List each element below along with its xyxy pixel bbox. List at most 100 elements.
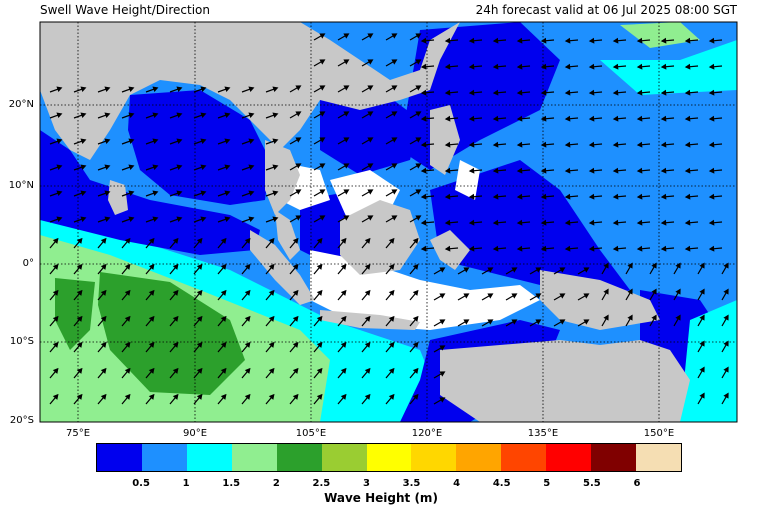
- swell-arrow: [564, 37, 579, 44]
- colorbar-swatch: [411, 444, 457, 471]
- swell-arrow: [564, 115, 579, 122]
- swell-arrow: [444, 193, 459, 200]
- land-asia-mainland: [40, 22, 460, 160]
- swell-arrow: [337, 59, 350, 67]
- swell-arrow: [649, 288, 657, 301]
- swell-arrow: [145, 237, 155, 249]
- swell-arrow: [337, 137, 350, 145]
- swell-arrow: [49, 393, 59, 405]
- swell-arrow: [721, 366, 729, 379]
- swell-arrow: [444, 115, 459, 122]
- swell-arrow: [636, 37, 651, 44]
- swell-arrow: [708, 37, 723, 44]
- swell-arrow: [481, 267, 494, 275]
- swell-arrow: [265, 216, 279, 223]
- swell-arrow: [217, 341, 227, 353]
- swell-arrow: [169, 190, 183, 197]
- y-tick-label: 20°S: [9, 415, 34, 426]
- swell-arrow: [564, 141, 579, 148]
- swell-arrow: [121, 263, 131, 275]
- swell-arrow: [505, 293, 518, 301]
- swell-arrow: [73, 216, 87, 223]
- swell-arrow: [601, 262, 609, 275]
- swell-arrow: [577, 293, 590, 301]
- swell-arrow: [529, 319, 542, 327]
- swell-arrow: [660, 193, 675, 200]
- swell-arrow: [492, 219, 507, 226]
- colorbar-tick-label: 4: [453, 478, 461, 489]
- swell-arrow: [73, 263, 83, 275]
- swell-arrow: [121, 315, 131, 327]
- swell-arrow: [241, 86, 255, 93]
- swell-arrow: [612, 89, 627, 96]
- swell-arrow: [337, 289, 347, 301]
- swell-arrow: [625, 262, 633, 275]
- swell-arrow: [660, 37, 675, 44]
- swell-arrow: [505, 267, 518, 275]
- swell-arrow: [468, 89, 483, 96]
- swell-arrow: [553, 293, 566, 301]
- swell-arrow: [540, 37, 555, 44]
- swell-arrow: [49, 164, 63, 171]
- colorbar-swatch: [186, 444, 232, 471]
- swell-arrow: [625, 314, 633, 327]
- wave-map: [39, 21, 738, 423]
- swell-arrow: [516, 167, 531, 174]
- swell-arrow: [265, 138, 279, 145]
- swell-arrow: [588, 167, 603, 174]
- swell-arrow: [241, 164, 255, 171]
- swell-arrow: [217, 237, 227, 249]
- swell-zone-cyan-north: [600, 40, 737, 95]
- swell-arrow: [337, 163, 350, 171]
- swell-arrow: [385, 111, 398, 119]
- swell-arrow: [516, 89, 531, 96]
- swell-arrow: [241, 237, 251, 249]
- swell-arrow: [193, 138, 207, 145]
- swell-arrow: [481, 319, 494, 327]
- swell-arrow: [636, 89, 651, 96]
- swell-arrow: [217, 112, 231, 119]
- swell-arrow: [660, 245, 675, 252]
- swell-arrow: [468, 141, 483, 148]
- swell-arrow: [193, 367, 203, 379]
- swell-arrow: [673, 288, 681, 301]
- swell-arrow: [145, 367, 155, 379]
- swell-arrow: [217, 190, 231, 197]
- swell-arrow: [121, 164, 135, 171]
- swell-arrow: [361, 137, 374, 145]
- swell-arrow: [337, 367, 347, 379]
- swell-arrow: [265, 393, 275, 405]
- swell-arrow: [492, 193, 507, 200]
- swell-arrow: [73, 86, 87, 93]
- swell-arrow: [121, 190, 135, 197]
- swell-arrow: [385, 393, 395, 405]
- swell-arrow: [361, 367, 371, 379]
- swell-arrow: [588, 219, 603, 226]
- swell-arrow: [612, 141, 627, 148]
- swell-arrow: [660, 167, 675, 174]
- colorbar-tick-label: 3.5: [402, 478, 421, 489]
- swell-arrow: [721, 262, 729, 275]
- swell-arrow: [337, 189, 350, 197]
- swell-arrow: [564, 219, 579, 226]
- swell-arrow: [577, 267, 590, 275]
- swell-arrow: [241, 393, 251, 405]
- swell-arrow: [265, 367, 275, 379]
- swell-arrow: [313, 59, 326, 67]
- swell-arrow: [313, 111, 326, 119]
- swell-arrow: [361, 59, 374, 67]
- swell-arrow: [433, 397, 446, 405]
- swell-arrow: [97, 216, 111, 223]
- swell-arrow: [97, 315, 107, 327]
- swell-arrow: [49, 190, 63, 197]
- swell-arrow: [49, 367, 59, 379]
- swell-arrow: [313, 189, 326, 197]
- swell-arrow: [409, 189, 422, 197]
- swell-arrow: [337, 315, 347, 327]
- swell-arrow: [97, 263, 107, 275]
- swell-arrow: [97, 289, 107, 301]
- swell-arrow: [625, 288, 633, 301]
- swell-arrow: [697, 262, 705, 275]
- swell-arrow: [313, 33, 326, 41]
- colorbar-tick-label: 1.5: [222, 478, 241, 489]
